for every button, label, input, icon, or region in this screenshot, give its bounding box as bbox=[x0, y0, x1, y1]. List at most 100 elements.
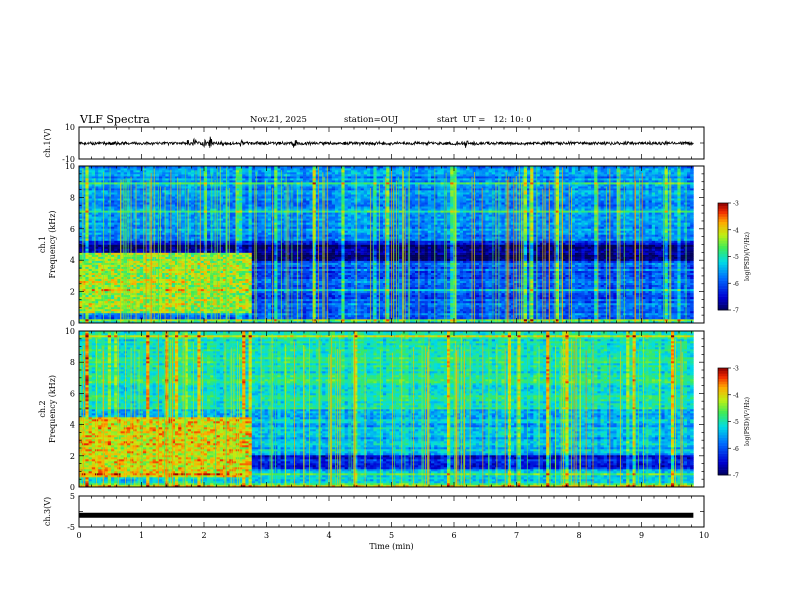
ch1-spectrogram-cell bbox=[79, 292, 83, 296]
ch1-spectrogram-cell bbox=[200, 272, 205, 276]
ch1-spectrogram-cell bbox=[104, 166, 109, 169]
ch1-spectrogram-cell bbox=[95, 230, 99, 233]
ch1-spectrogram-cell bbox=[91, 296, 96, 300]
ch1-spectrogram-cell bbox=[258, 232, 262, 235]
ch1-spectrogram-cell bbox=[242, 198, 246, 201]
ch1-spectrogram-cell bbox=[171, 234, 176, 237]
ch1-spectrogram-cell bbox=[258, 254, 262, 257]
ch1-spectrogram-cell bbox=[162, 208, 166, 211]
ch1-spectrogram-cell bbox=[107, 272, 112, 276]
ch1-spectrogram-cell bbox=[120, 174, 125, 177]
ch1-spectrogram-cell bbox=[117, 166, 121, 169]
ch1-spectrogram-cell bbox=[248, 200, 253, 203]
ch1-spectrogram-cell bbox=[104, 296, 109, 300]
ch1-spectrogram-cell bbox=[223, 232, 227, 235]
ch1-spectrogram-cell bbox=[95, 256, 99, 259]
ch1-spectrogram-cell bbox=[136, 176, 141, 179]
ch1-spectrogram-cell bbox=[207, 194, 211, 197]
ch1-spectrogram-cell bbox=[165, 308, 169, 312]
ch1-spectrogram-cell bbox=[114, 228, 118, 231]
ch1-spectrogram-cell bbox=[207, 298, 211, 302]
ch1-spectrogram-cell bbox=[267, 244, 272, 247]
ch1-spectrogram-cell bbox=[143, 224, 147, 227]
ch1-spectrogram-cell bbox=[184, 236, 189, 239]
ch1-spectrogram-cell bbox=[242, 188, 246, 191]
ch1-spectrogram-cell bbox=[200, 321, 205, 324]
ch1-spectrogram-cell bbox=[162, 244, 166, 247]
ch1-spectrogram-cell bbox=[232, 200, 237, 203]
ch1-spectrogram-cell bbox=[248, 174, 253, 177]
ch1-spectrogram-cell bbox=[139, 266, 144, 269]
ch1-spectrogram-cell bbox=[85, 176, 89, 179]
ch1-spectrogram-cell bbox=[91, 282, 96, 286]
ch1-spectrogram-cell bbox=[79, 294, 83, 298]
ch1-spectrogram-cell bbox=[245, 200, 249, 203]
ch1-spectrogram-cell bbox=[229, 202, 233, 205]
ch1-spectrogram-cell bbox=[245, 319, 249, 322]
ch1-spectrogram-cell bbox=[232, 180, 237, 183]
ch1-spectrogram-cell bbox=[162, 214, 166, 217]
ch1-spectrogram-cell bbox=[88, 264, 93, 267]
ch1-spectrogram-cell bbox=[98, 246, 102, 249]
ch1-spectrogram-cell bbox=[139, 190, 144, 193]
ch1-spectrogram-cell bbox=[251, 256, 256, 259]
ch1-spectrogram-cell bbox=[168, 170, 173, 173]
ch1-spectrogram-cell bbox=[98, 278, 102, 282]
ch1-spectrogram-cell bbox=[226, 310, 230, 314]
ch1-spectrogram-cell bbox=[251, 288, 256, 292]
ch1-spectrogram-cell bbox=[107, 226, 112, 229]
ch1-spectrogram-cell bbox=[245, 306, 249, 310]
ch1-spectrogram-cell bbox=[175, 188, 179, 191]
ch1-spectrogram-cell bbox=[114, 184, 118, 187]
ch1-spectrogram-cell bbox=[146, 272, 150, 276]
ch1-spectrogram-cell bbox=[123, 282, 128, 286]
ch1-spectrogram-cell bbox=[168, 186, 173, 189]
ch1-spectrogram-cell bbox=[82, 290, 86, 294]
ch1-spectrogram-cell bbox=[216, 200, 221, 203]
ch1-spectrogram-cell bbox=[187, 312, 192, 316]
ch1-spectrogram-cell bbox=[200, 182, 205, 185]
ch1-spectrogram-cell bbox=[120, 216, 125, 219]
ch1-spectrogram-cell bbox=[232, 304, 237, 308]
ch1-spectrogram-cell bbox=[235, 192, 240, 195]
ch1-spectrogram-cell bbox=[223, 200, 227, 203]
ch1-spectrogram-cell bbox=[168, 230, 173, 233]
ch1-spectrogram-cell bbox=[216, 276, 221, 280]
ch1-spectrogram-cell bbox=[277, 290, 281, 294]
ch1-spectrogram-cell bbox=[171, 262, 176, 265]
ch1-spectrogram-cell bbox=[248, 182, 253, 185]
ch1-spectrogram-cell bbox=[88, 234, 93, 237]
ch1-spectrogram-cell bbox=[162, 304, 166, 308]
ch1-spectrogram-cell bbox=[248, 262, 253, 265]
ch1-spectrogram-cell bbox=[277, 252, 281, 255]
ch1-spectrogram-cell bbox=[187, 314, 192, 318]
ch1-spectrogram-cell bbox=[184, 312, 189, 316]
ch1-spectrogram-cell bbox=[223, 236, 227, 239]
ch1-spectrogram-cell bbox=[114, 262, 118, 265]
ch1-spectrogram-cell bbox=[104, 258, 109, 261]
ch1-spectrogram-cell bbox=[91, 252, 96, 255]
ch1-spectrogram-cell bbox=[267, 168, 272, 171]
ch1-spectrogram-cell bbox=[79, 194, 83, 197]
ch1-spectrogram-cell bbox=[223, 210, 227, 213]
ch1-spectrogram-cell bbox=[143, 304, 147, 308]
ch1-spectrogram-cell bbox=[229, 274, 233, 278]
ch1-spectrogram-cell bbox=[82, 174, 86, 177]
ch1-spectrogram-cell bbox=[139, 312, 144, 316]
ch1-spectrogram-cell bbox=[251, 244, 256, 247]
ch1-spectrogram-cell bbox=[146, 238, 150, 241]
ch1-spectrogram-cell bbox=[107, 302, 112, 306]
ch1-spectrogram-cell bbox=[114, 278, 118, 282]
ch1-spectrogram-cell bbox=[261, 270, 265, 274]
ch1-spectrogram-cell bbox=[210, 172, 214, 175]
ch1-spectrogram-cell bbox=[261, 188, 265, 191]
ch1-spectrogram-cell bbox=[207, 282, 211, 286]
ch1-spectrogram-cell bbox=[155, 230, 160, 233]
ch1-spectrogram-cell bbox=[98, 168, 102, 171]
ch1-spectrogram-cell bbox=[258, 252, 262, 255]
ch1-spectrogram-cell bbox=[175, 222, 179, 225]
ch1-spectrogram-cell bbox=[187, 252, 192, 255]
ch1-spectrogram-cell bbox=[162, 206, 166, 209]
ch1-spectrogram-cell bbox=[91, 262, 96, 265]
ch1-spectrogram-cell bbox=[242, 266, 246, 269]
